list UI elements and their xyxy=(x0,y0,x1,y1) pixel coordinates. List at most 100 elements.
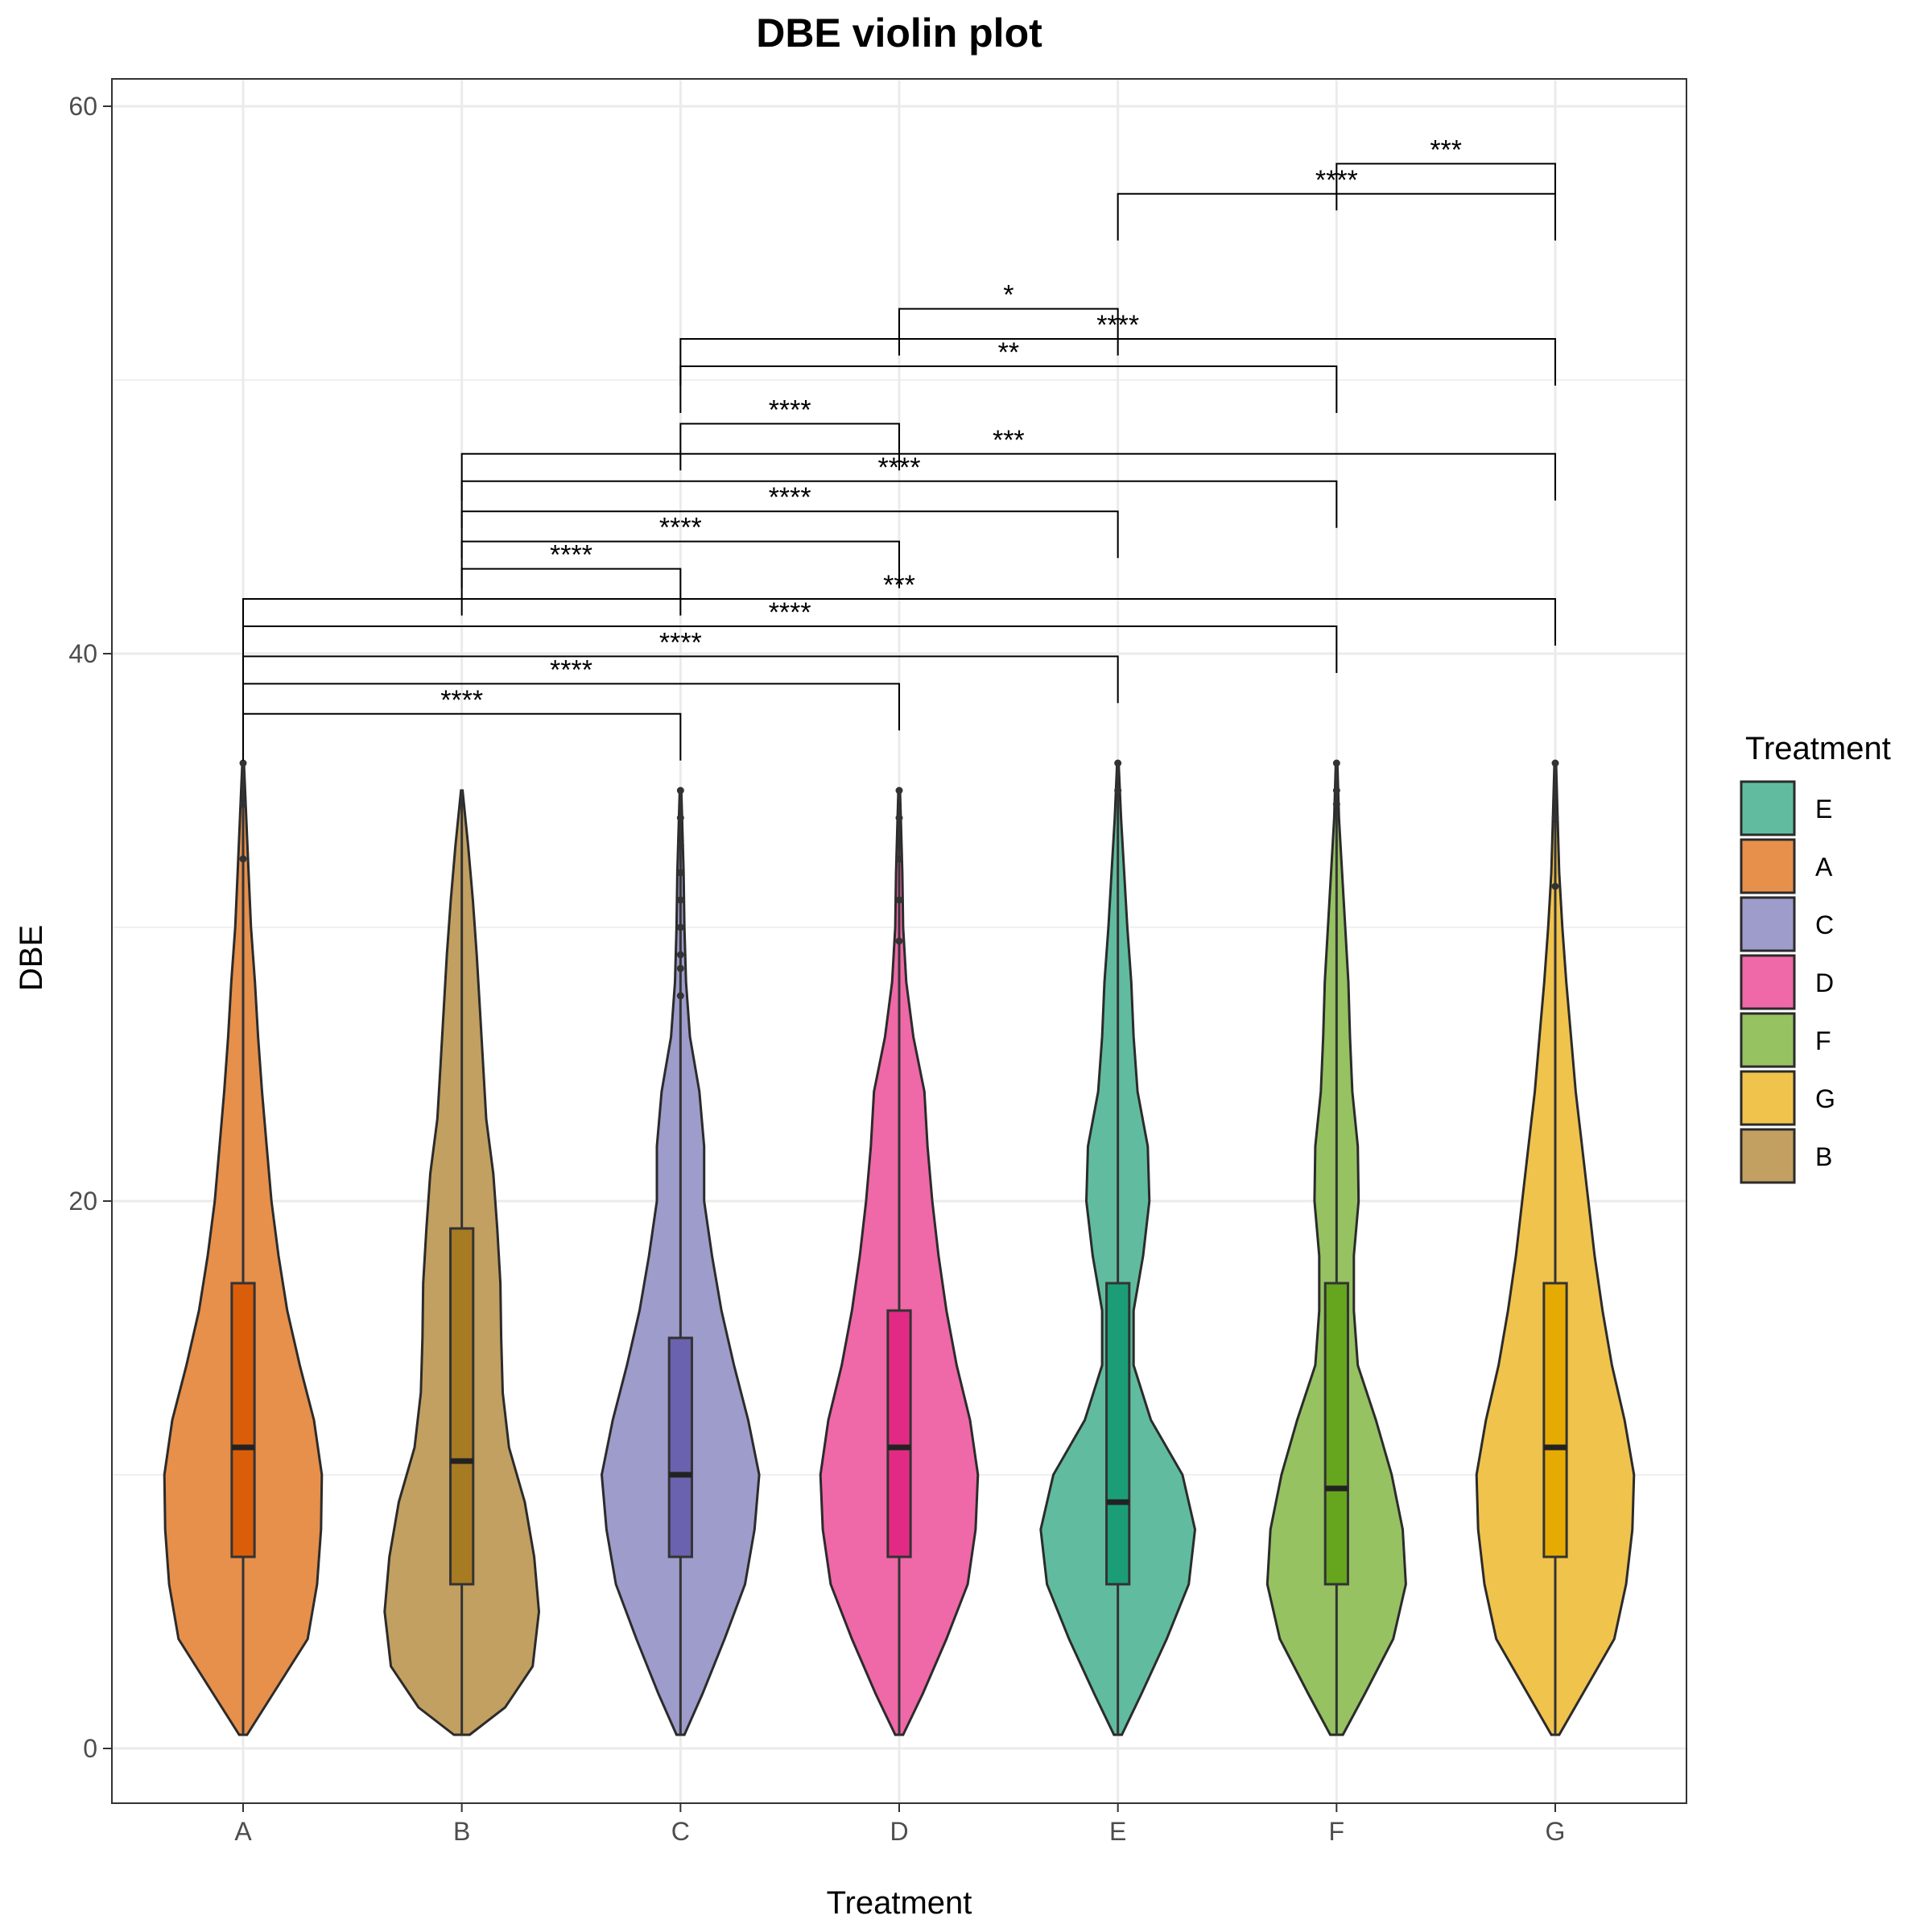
box-iqr xyxy=(1323,1282,1349,1586)
outlier-point xyxy=(676,814,684,822)
legend-label: E xyxy=(1815,795,1832,824)
legend-key xyxy=(1740,1012,1796,1068)
significance-label: ** xyxy=(998,337,1019,368)
y-tick-label: 20 xyxy=(68,1187,97,1216)
x-axis: A B C D E F G xyxy=(234,1803,1565,1846)
outlier-point xyxy=(239,800,247,808)
x-tick-label: A xyxy=(234,1817,252,1846)
legend-key xyxy=(1740,780,1796,836)
y-tick-label: 40 xyxy=(68,639,97,668)
violin-A xyxy=(163,759,324,1736)
bracket-line xyxy=(242,625,1338,673)
legend-label: C xyxy=(1815,910,1834,939)
bracket-line xyxy=(1335,163,1556,211)
outlier-point xyxy=(239,855,247,863)
bracket-line xyxy=(242,655,1119,704)
outlier-point xyxy=(676,786,684,795)
legend-entry-D: D xyxy=(1740,954,1834,1010)
chart-title: DBE violin plot xyxy=(756,10,1042,56)
bracket-line xyxy=(460,452,1556,501)
legend-entry-C: C xyxy=(1740,896,1834,952)
outlier-point xyxy=(1551,882,1559,890)
plot-area: ****************************************… xyxy=(68,78,1687,1846)
violin-F xyxy=(1265,759,1407,1736)
violin-C xyxy=(600,786,761,1736)
significance-label: **** xyxy=(769,394,811,425)
legend-key xyxy=(1740,1070,1796,1126)
significance-label: **** xyxy=(769,482,811,513)
bracket-line xyxy=(460,540,900,588)
x-tick-label: D xyxy=(890,1817,908,1846)
bracket-line xyxy=(679,423,900,471)
significance-label: *** xyxy=(1430,134,1462,165)
outlier-point xyxy=(239,759,247,767)
violin-B xyxy=(383,789,541,1736)
outlier-point xyxy=(676,992,684,1000)
y-axis: 0 20 40 60 xyxy=(68,92,112,1763)
legend-label: F xyxy=(1815,1026,1831,1055)
box-iqr xyxy=(449,1227,475,1586)
legend-key xyxy=(1740,954,1796,1010)
bracket-A-D: **** xyxy=(242,654,900,731)
outlier-point xyxy=(676,869,684,877)
bracket-D-E: * xyxy=(898,280,1119,356)
bracket-line xyxy=(460,480,1338,528)
legend-entry-E: E xyxy=(1740,780,1832,836)
outlier-point xyxy=(1114,786,1122,795)
box-iqr xyxy=(886,1309,912,1558)
outlier-point xyxy=(1551,814,1559,822)
legend-entry-B: B xyxy=(1740,1128,1832,1184)
outlier-point xyxy=(1551,759,1559,767)
significance-label: **** xyxy=(550,540,592,571)
bracket-line xyxy=(898,308,1119,356)
outlier-point xyxy=(676,923,684,931)
outlier-point xyxy=(1114,759,1122,767)
outlier-point xyxy=(676,964,684,972)
outlier-point xyxy=(1332,759,1340,767)
significance-label: **** xyxy=(659,513,702,543)
bracket-C-F: ** xyxy=(679,337,1338,413)
bracket-A-F: **** xyxy=(242,597,1338,673)
legend-entry-F: F xyxy=(1740,1012,1831,1068)
significance-label: **** xyxy=(440,685,483,716)
legend-entry-G: G xyxy=(1740,1070,1835,1126)
outlier-point xyxy=(895,814,903,822)
legend-key xyxy=(1740,896,1796,952)
outlier-point xyxy=(676,841,684,849)
legend-label: G xyxy=(1815,1084,1835,1113)
outlier-point xyxy=(895,786,903,795)
bracket-line xyxy=(242,683,900,731)
x-tick-label: G xyxy=(1546,1817,1566,1846)
bracket-B-G: *** xyxy=(460,425,1556,501)
outlier-point xyxy=(895,896,903,904)
box-iqr xyxy=(667,1336,693,1558)
box-iqr xyxy=(230,1282,256,1558)
significance-label: **** xyxy=(659,627,702,658)
box-iqr xyxy=(1542,1282,1568,1558)
bracket-F-G: *** xyxy=(1335,134,1556,211)
significance-brackets: ****************************************… xyxy=(242,134,1556,761)
x-tick-label: F xyxy=(1329,1817,1345,1846)
outlier-point xyxy=(1332,786,1340,795)
bracket-A-G: *** xyxy=(242,570,1556,646)
bracket-A-E: **** xyxy=(242,627,1119,704)
bracket-line xyxy=(242,598,1556,646)
legend-key xyxy=(1740,838,1796,894)
x-axis-title: Treatment xyxy=(827,1885,972,1921)
significance-label: **** xyxy=(550,654,592,685)
x-tick-label: C xyxy=(671,1817,690,1846)
bracket-C-D: **** xyxy=(679,394,900,471)
box-iqr xyxy=(1105,1282,1131,1586)
bracket-line xyxy=(460,568,682,616)
outlier-point xyxy=(895,855,903,863)
x-tick-label: B xyxy=(453,1817,470,1846)
y-axis-title: DBE xyxy=(14,925,49,991)
legend-label: B xyxy=(1815,1142,1832,1171)
y-tick-label: 60 xyxy=(68,92,97,121)
violin-D xyxy=(819,786,980,1736)
significance-label: **** xyxy=(769,597,811,628)
x-tick-label: E xyxy=(1109,1817,1126,1846)
legend-entry-A: A xyxy=(1740,838,1833,894)
